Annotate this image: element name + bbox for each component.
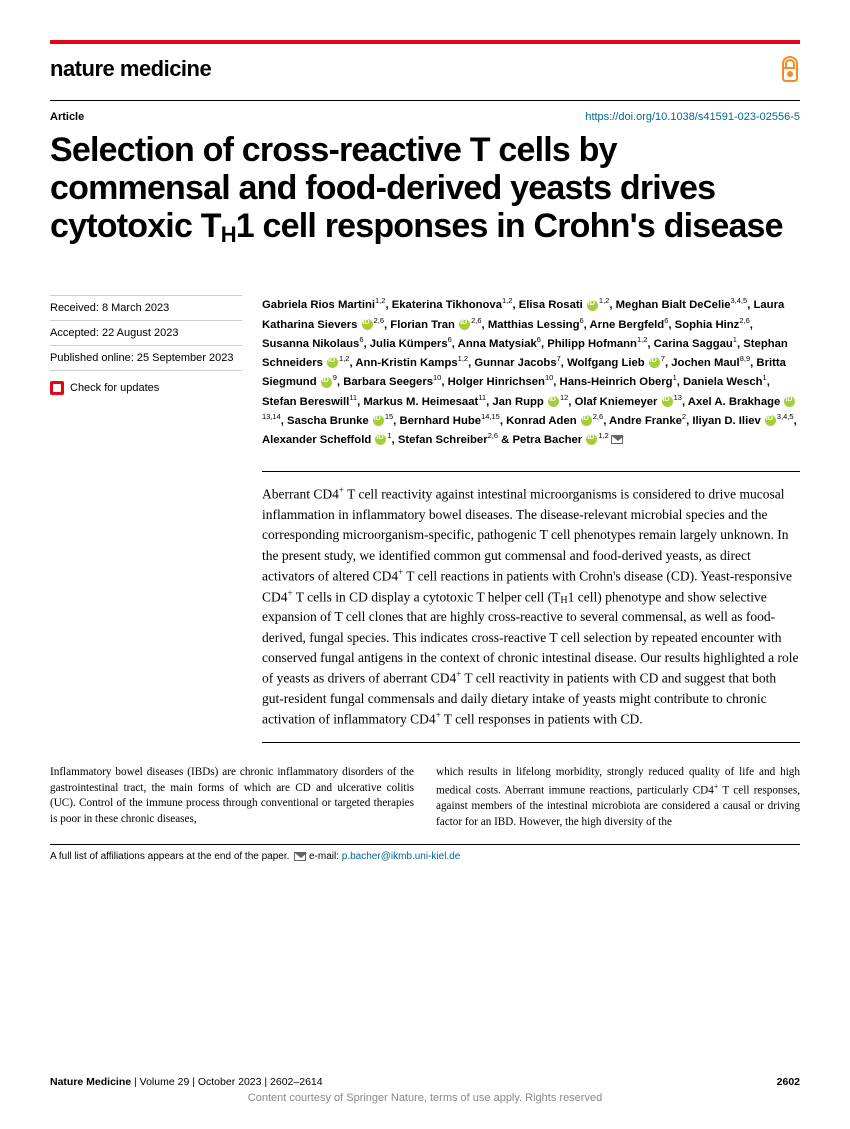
email-label: e-mail: xyxy=(309,851,339,862)
article-type-label: Article xyxy=(50,111,84,123)
affiliations-note: A full list of affiliations appears at t… xyxy=(50,844,800,862)
article-title: Selection of cross-reactive T cells by c… xyxy=(50,131,800,245)
check-updates-icon xyxy=(50,381,64,395)
footer-citation: Nature Medicine | Volume 29 | October 20… xyxy=(50,1076,323,1088)
corresponding-email[interactable]: p.bacher@ikmb.uni-kiel.de xyxy=(342,851,461,862)
check-updates-label: Check for updates xyxy=(70,382,159,394)
page-footer: Nature Medicine | Volume 29 | October 20… xyxy=(50,1076,800,1104)
metadata-section: Received: 8 March 2023 Accepted: 22 Augu… xyxy=(50,295,800,449)
journal-header: nature medicine xyxy=(50,56,800,82)
header-divider xyxy=(50,100,800,101)
abstract: Aberrant CD4+ T cell reactivity against … xyxy=(262,471,800,743)
journal-name: nature medicine xyxy=(50,56,211,82)
body-text: Inflammatory bowel diseases (IBDs) are c… xyxy=(50,765,800,830)
dates-column: Received: 8 March 2023 Accepted: 22 Augu… xyxy=(50,295,242,449)
received-date: Received: 8 March 2023 xyxy=(50,295,242,321)
article-meta-row: Article https://doi.org/10.1038/s41591-0… xyxy=(50,111,800,123)
body-column-left: Inflammatory bowel diseases (IBDs) are c… xyxy=(50,765,414,830)
top-accent-bar xyxy=(50,40,800,44)
page-number: 2602 xyxy=(777,1076,800,1088)
open-access-icon xyxy=(780,56,800,82)
published-date: Published online: 25 September 2023 xyxy=(50,346,242,371)
body-column-right: which results in lifelong morbidity, str… xyxy=(436,765,800,830)
mail-icon xyxy=(294,852,306,861)
courtesy-notice: Content courtesy of Springer Nature, ter… xyxy=(50,1092,800,1104)
authors-list: Gabriela Rios Martini1,2, Ekaterina Tikh… xyxy=(262,295,800,449)
doi-link[interactable]: https://doi.org/10.1038/s41591-023-02556… xyxy=(585,111,800,123)
affil-text: A full list of affiliations appears at t… xyxy=(50,851,289,862)
check-updates-link[interactable]: Check for updates xyxy=(50,371,242,395)
accepted-date: Accepted: 22 August 2023 xyxy=(50,321,242,346)
